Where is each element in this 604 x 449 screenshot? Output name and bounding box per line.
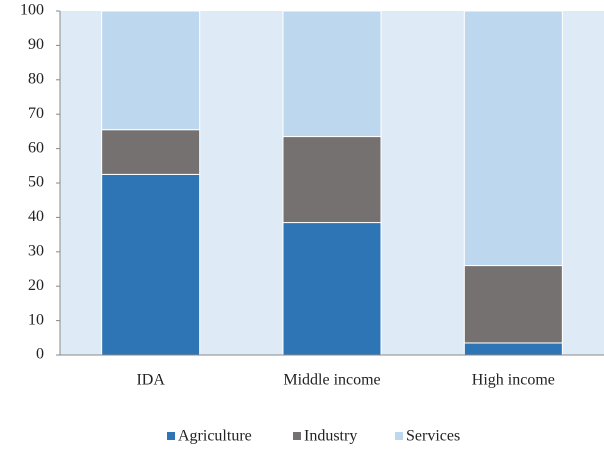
y-tick-label: 80	[28, 70, 44, 87]
y-tick-label: 40	[28, 208, 44, 225]
legend-label: Industry	[304, 428, 357, 445]
legend-label: Services	[406, 428, 460, 445]
bar-segment	[463, 10, 563, 267]
bar-segment	[463, 342, 563, 356]
bar-segment	[282, 222, 382, 356]
legend-label: Agriculture	[178, 428, 252, 445]
y-tick-label: 90	[28, 36, 44, 53]
bar-segment	[282, 136, 382, 224]
y-tick-label: 0	[36, 346, 44, 363]
y-tick-label: 30	[28, 242, 44, 259]
legend-swatch	[293, 432, 301, 440]
y-tick-label: 10	[28, 311, 44, 328]
y-tick-label: 70	[28, 105, 44, 122]
y-tick-label: 60	[28, 139, 44, 156]
y-tick-label: 20	[28, 277, 44, 294]
bar-segment	[282, 10, 382, 138]
x-tick-label: IDA	[136, 372, 165, 389]
y-tick-label: 50	[28, 174, 44, 191]
bar-segment	[101, 129, 201, 175]
bar-segment	[101, 173, 201, 356]
x-tick-label: Middle income	[283, 372, 380, 389]
bar-segment	[101, 10, 201, 131]
legend-swatch	[395, 432, 403, 440]
legend-swatch	[167, 432, 175, 440]
x-tick-label: High income	[472, 372, 555, 389]
y-tick-label: 100	[20, 2, 44, 19]
bar-segment	[463, 265, 563, 344]
